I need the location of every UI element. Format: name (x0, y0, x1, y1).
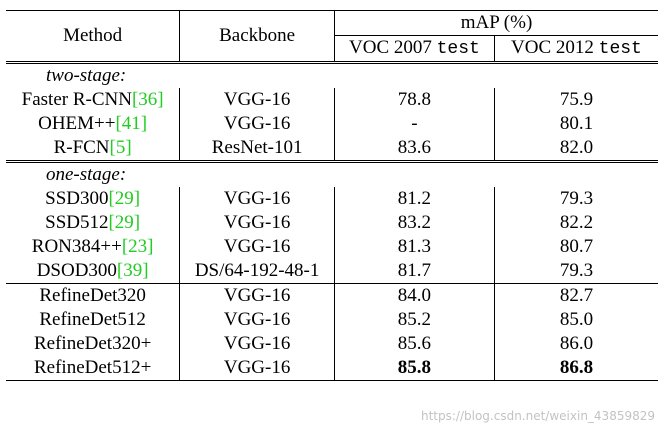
citation-link[interactable]: [39] (116, 260, 149, 281)
method-cell: SSD512[29] (6, 211, 181, 235)
citation-link[interactable]: [29] (108, 188, 141, 209)
voc2012-cell: 79.3 (559, 188, 594, 209)
table-row: RefineDet320 VGG-16 84.0 82.7 (6, 283, 658, 308)
method-header: Method (6, 10, 181, 63)
table-row: RefineDet320+ VGG-16 85.6 86.0 (6, 332, 658, 356)
method-cell: RefineDet512+ (6, 356, 181, 381)
table-row: SSD512[29] VGG-16 83.2 82.2 (6, 211, 658, 235)
backbone-cell: VGG-16 (179, 356, 335, 381)
voc2007-cell-best: 85.8 (334, 356, 495, 381)
backbone-cell: VGG-16 (179, 332, 335, 356)
voc2007-cell: 81.2 (334, 187, 495, 211)
method-cell: OHEM++[41] (6, 112, 181, 136)
voc2012-cell: 80.1 (559, 113, 594, 134)
method-cell: R-FCN[5] (6, 136, 181, 162)
voc2007-cell: 84.0 (334, 283, 495, 308)
table-row: Faster R-CNN[36] VGG-16 78.8 75.9 (6, 88, 658, 112)
method-cell: Faster R-CNN[36] (6, 88, 181, 112)
voc2007-cell: 78.8 (334, 88, 495, 112)
voc2012-cell: 85.0 (559, 309, 594, 330)
citation-link[interactable]: [29] (108, 212, 141, 233)
table-row: R-FCN[5] ResNet-101 83.6 82.0 (6, 136, 658, 162)
voc2012-cell: 82.2 (559, 212, 594, 233)
voc2012-cell: 86.0 (559, 333, 594, 354)
section-two-stage: two-stage: (6, 61, 658, 88)
voc2012-cell: 75.9 (559, 89, 594, 110)
backbone-cell: VGG-16 (179, 235, 335, 259)
backbone-cell: VGG-16 (179, 211, 335, 235)
subheader-row: VOC 2007 test VOC 2012 test (6, 35, 658, 63)
voc2012-cell: 82.0 (559, 137, 594, 158)
voc2012-cell-best: 86.8 (559, 357, 594, 378)
method-cell: RefineDet320 (6, 283, 181, 308)
voc2007-cell: - (334, 112, 495, 136)
citation-link[interactable]: [5] (109, 137, 132, 158)
voc2007-cell: 81.3 (334, 235, 495, 259)
table-row: DSOD300[39] DS/64-192-48-1 81.7 79.3 (6, 259, 658, 284)
table-row: RON384++[23] VGG-16 81.3 80.7 (6, 235, 658, 259)
table-row: RefineDet512 VGG-16 85.2 85.0 (6, 308, 658, 332)
method-cell: RefineDet512 (6, 308, 181, 332)
method-cell: SSD300[29] (6, 187, 181, 211)
method-cell: DSOD300[39] (6, 259, 181, 284)
voc2012-cell: 80.7 (559, 236, 594, 257)
backbone-cell: VGG-16 (179, 88, 335, 112)
table-row: SSD300[29] VGG-16 81.2 79.3 (6, 187, 658, 211)
table-row: RefineDet512+ VGG-16 85.8 86.8 (6, 356, 658, 381)
voc2007-cell: 83.6 (334, 136, 495, 162)
method-cell: RefineDet320+ (6, 332, 181, 356)
citation-link[interactable]: [23] (121, 236, 154, 257)
voc2007-cell: 85.6 (334, 332, 495, 356)
backbone-cell: VGG-16 (179, 283, 335, 308)
backbone-cell: VGG-16 (179, 187, 335, 211)
voc2007-header: VOC 2007 test (334, 35, 495, 63)
watermark: https://blog.csdn.net/weixin_43859829 (420, 409, 655, 423)
backbone-cell: DS/64-192-48-1 (179, 259, 335, 284)
voc2007-cell: 83.2 (334, 211, 495, 235)
section-one-stage: one-stage: (6, 160, 658, 187)
results-table: Method Backbone mAP (%) VOC 2007 test VO… (6, 10, 658, 381)
backbone-cell: VGG-16 (179, 112, 335, 136)
citation-link[interactable]: [36] (131, 89, 164, 110)
method-cell: RON384++[23] (6, 235, 181, 259)
voc2012-cell: 79.3 (559, 260, 594, 281)
table-row: OHEM++[41] VGG-16 - 80.1 (6, 112, 658, 136)
voc2007-cell: 81.7 (334, 259, 495, 284)
citation-link[interactable]: [41] (115, 113, 148, 134)
backbone-cell: ResNet-101 (179, 136, 335, 162)
header-row: Method Backbone mAP (%) (6, 10, 658, 63)
map-header: mAP (%) (334, 10, 658, 36)
backbone-cell: VGG-16 (179, 308, 335, 332)
backbone-header: Backbone (179, 10, 335, 63)
voc2012-header: VOC 2012 test (511, 37, 642, 59)
voc2007-cell: 85.2 (334, 308, 495, 332)
voc2012-cell: 82.7 (494, 283, 658, 308)
